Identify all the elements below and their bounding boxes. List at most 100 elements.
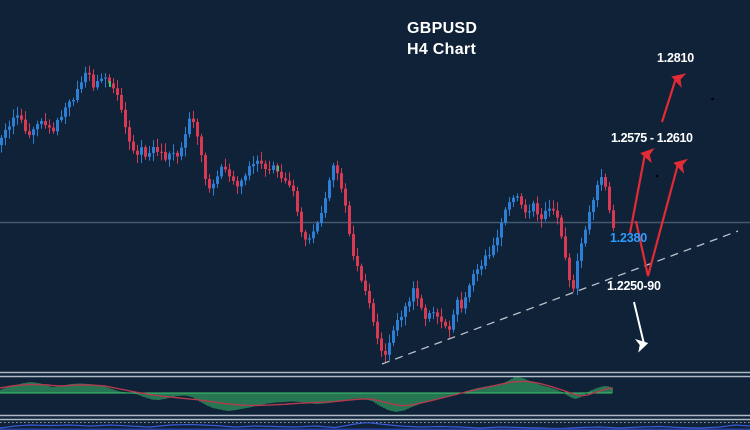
candle-body	[272, 165, 275, 170]
candle-body	[268, 169, 271, 171]
candle-body	[500, 223, 503, 238]
candle-body	[280, 171, 283, 179]
candle-body	[136, 150, 139, 155]
dot-artifact	[655, 174, 659, 178]
candle-body	[420, 298, 423, 308]
candle-body	[72, 100, 75, 102]
candle-body	[388, 342, 391, 355]
candle-body	[108, 77, 111, 84]
candle-body	[368, 291, 371, 304]
candle-body	[472, 274, 475, 286]
candle-body	[592, 200, 595, 212]
candle-body	[24, 119, 27, 132]
candle-body	[468, 285, 471, 298]
candle-body	[440, 316, 443, 322]
candle-body	[188, 118, 191, 135]
candle-body	[216, 176, 219, 184]
candle-body	[20, 115, 23, 120]
candle-body	[116, 88, 119, 95]
candle-body	[332, 165, 335, 181]
candle-body	[356, 256, 359, 266]
candle-body	[604, 177, 607, 187]
candle-body	[168, 153, 171, 160]
candle-body	[12, 117, 15, 127]
candle-body	[308, 238, 311, 240]
current-price-label: 1.2380	[610, 231, 648, 245]
candle-body	[84, 72, 87, 83]
annotation-arrows	[628, 73, 689, 353]
candle-body	[324, 198, 327, 214]
lower-oscillator-panel	[0, 422, 750, 430]
upper-target-label: 1.2810	[657, 51, 695, 65]
candle-body	[312, 231, 315, 239]
projection-arrow-1	[628, 147, 655, 234]
candle-body	[104, 77, 107, 79]
candle-body	[264, 163, 267, 170]
pullback-arrow	[633, 301, 649, 353]
candle-body	[608, 186, 611, 211]
candle-body	[432, 312, 435, 314]
chart-artifacts	[109, 81, 714, 178]
candle-body	[236, 180, 239, 187]
candle-body	[352, 233, 355, 256]
candle-body	[464, 297, 467, 309]
projection-arrow-2	[634, 158, 689, 277]
candle-body	[404, 306, 407, 317]
candle-body	[492, 245, 495, 256]
chart-title: GBPUSD H4 Chart	[407, 18, 477, 60]
candle-body	[552, 208, 555, 211]
candle-body	[576, 260, 579, 289]
candle-body	[304, 232, 307, 240]
candle-body	[112, 83, 115, 89]
candle-body	[228, 169, 231, 177]
candle-body	[528, 211, 531, 213]
candle-body	[588, 212, 591, 230]
candle-body	[360, 265, 363, 281]
ascending-trendline	[381, 230, 739, 365]
candle-body	[0, 137, 3, 146]
candle-body	[340, 173, 343, 189]
candle-body	[612, 210, 615, 228]
candle-body	[296, 191, 299, 212]
candle-body	[36, 124, 39, 130]
candle-body	[240, 180, 243, 187]
candle-body	[64, 107, 67, 117]
candle-body	[336, 165, 339, 174]
candle-body	[256, 160, 259, 164]
candle-body	[488, 255, 491, 257]
candle-body	[384, 350, 387, 355]
candle-body	[32, 129, 35, 136]
candle-body	[176, 152, 179, 157]
candle-body	[196, 122, 199, 137]
candle-body	[244, 175, 247, 181]
doji-candle	[109, 81, 111, 87]
candle-body	[260, 160, 263, 164]
candle-body	[192, 118, 195, 122]
candle-body	[284, 178, 287, 181]
candle-body	[512, 197, 515, 203]
candle-body	[172, 152, 175, 154]
candle-body	[132, 141, 135, 151]
candle-body	[180, 147, 183, 157]
candle-body	[444, 321, 447, 327]
candle-body	[564, 236, 567, 258]
candle-body	[376, 321, 379, 339]
candle-body	[544, 210, 547, 219]
candle-body	[152, 147, 155, 154]
candle-body	[548, 208, 551, 211]
macd-indicator-panel	[0, 377, 613, 412]
candle-body	[88, 72, 91, 75]
candle-body	[8, 126, 11, 130]
candle-body	[560, 217, 563, 237]
candle-body	[212, 183, 215, 189]
candle-body	[232, 176, 235, 181]
candle-body	[392, 330, 395, 343]
candle-body	[184, 134, 187, 148]
candle-body	[580, 243, 583, 261]
candle-body	[48, 125, 51, 128]
candle-body	[348, 205, 351, 234]
candle-body	[316, 223, 319, 232]
candle-body	[288, 180, 291, 186]
candle-body	[68, 101, 71, 108]
